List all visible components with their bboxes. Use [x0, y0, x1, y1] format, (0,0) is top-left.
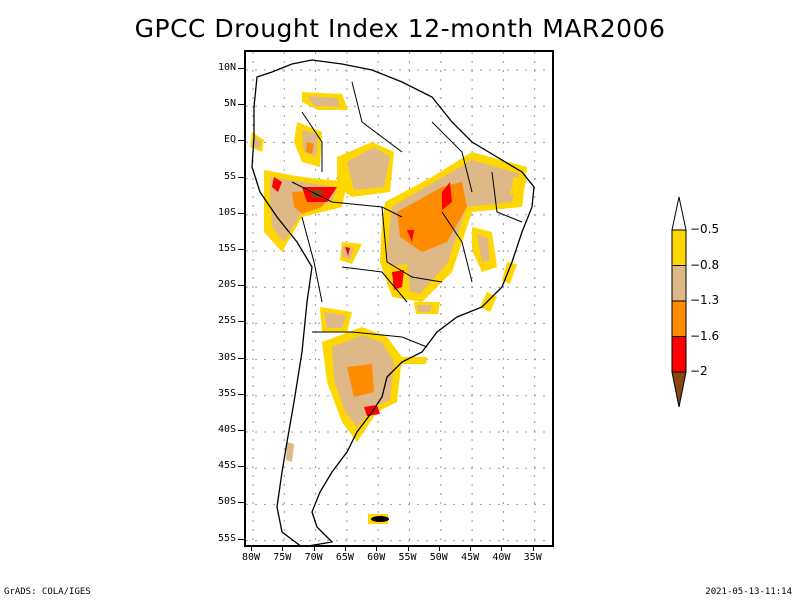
legend-arrow-top: [671, 196, 687, 231]
country-border: [351, 81, 403, 153]
lon-tick: [407, 546, 409, 551]
lon-tick: [376, 546, 378, 551]
drought-anomaly-area: [306, 142, 314, 154]
lat-tick: [238, 393, 244, 395]
lat-tick-label: 10N: [217, 62, 236, 73]
lat-tick-label: EQ: [223, 134, 236, 146]
lat-tick: [238, 285, 244, 287]
lat-tick: [238, 430, 244, 431]
lat-tick-label: 35S: [217, 387, 236, 399]
drought-anomaly-area: [397, 357, 427, 364]
drought-anomaly-area: [364, 405, 380, 416]
drought-anomaly-area: [307, 96, 340, 107]
drought-anomaly-area: [442, 182, 452, 210]
lat-tick: [238, 538, 244, 540]
lat-tick: [238, 502, 244, 504]
drought-anomaly-area: [392, 270, 404, 290]
lat-tick-label: 10S: [217, 206, 236, 218]
lon-tick-label: 50W: [429, 552, 448, 563]
lon-tick: [438, 546, 440, 551]
lat-tick-label: 5S: [223, 170, 236, 182]
lat-tick: [238, 68, 244, 69]
lat-tick: [238, 321, 244, 323]
lat-tick: [238, 176, 244, 178]
lat-tick: [238, 212, 244, 214]
footer-credit: GrADS: COLA/IGES: [4, 587, 91, 597]
country-border: [381, 206, 443, 283]
lat-tick: [238, 466, 244, 468]
lat-tick-label: 5N: [223, 98, 236, 110]
lat-tick: [238, 104, 244, 106]
lon-tick-label: 80W: [241, 552, 261, 563]
drought-anomaly-area: [347, 147, 390, 190]
country-border: [312, 331, 428, 348]
lon-tick-label: 65W: [335, 552, 354, 563]
lat-tick-label: 30S: [217, 351, 236, 363]
drought-anomaly-area: [407, 230, 414, 242]
lon-tick-label: 75W: [273, 552, 292, 563]
legend-level-label: −0.5: [690, 222, 720, 236]
lon-tick: [251, 546, 252, 551]
country-border: [491, 171, 523, 223]
lon-tick-label: 70W: [304, 552, 323, 563]
drought-anomaly-area: [272, 177, 282, 192]
drought-anomaly-area: [510, 177, 527, 197]
lon-tick: [532, 546, 534, 551]
legend-swatch: [671, 229, 687, 266]
coastline: [251, 59, 535, 545]
color-legend: −0.5 −0.8 −1.3 −1.6 −2: [670, 195, 750, 410]
drought-anomaly-area: [417, 305, 432, 312]
legend-level-label: −0.8: [690, 257, 720, 272]
country-border: [441, 211, 473, 283]
lon-tick: [501, 546, 503, 551]
lon-tick: [282, 546, 284, 551]
lon-tick: [344, 546, 346, 551]
drought-anomaly-area: [286, 442, 294, 462]
lat-tick: [238, 249, 244, 250]
map-frame: [244, 50, 554, 547]
lat-tick-label: 55S: [217, 532, 236, 544]
lon-tick-label: 55W: [398, 552, 417, 563]
lat-tick-label: 25S: [217, 315, 236, 327]
footer-timestamp: 2021-05-13-11:14: [705, 587, 792, 597]
drought-anomaly-area: [345, 247, 350, 256]
lat-tick-label: 20S: [217, 279, 236, 291]
drought-anomaly-area: [324, 312, 347, 328]
drought-map: [246, 52, 552, 545]
lon-tick-label: 45W: [461, 552, 480, 563]
chart-title: GPCC Drought Index 12-month MAR2006: [134, 14, 666, 43]
lat-tick-label: 15S: [217, 243, 236, 254]
lon-tick: [470, 546, 472, 551]
lon-tick-label: 40W: [492, 552, 511, 563]
drought-anomaly-area: [347, 364, 374, 397]
lat-tick: [238, 357, 244, 359]
legend-swatch: [671, 300, 687, 337]
legend-swatch: [671, 336, 687, 373]
lat-tick-label: 50S: [217, 496, 236, 508]
lon-tick: [313, 546, 315, 551]
lon-tick-label: 60W: [367, 552, 386, 563]
falkland-islands: [371, 516, 389, 522]
country-border: [301, 111, 323, 172]
country-border: [431, 121, 473, 193]
lon-tick-label: 35W: [523, 552, 542, 563]
country-border: [291, 181, 403, 218]
legend-level-label: −2: [690, 364, 708, 378]
country-border: [301, 216, 323, 303]
lat-tick-label: 40S: [217, 424, 236, 435]
lat-tick: [238, 140, 244, 142]
country-border: [341, 266, 408, 303]
legend-level-label: −1.6: [690, 328, 720, 343]
legend-level-label: −1.3: [690, 293, 720, 307]
legend-swatch: [671, 265, 687, 302]
colorbar: [671, 196, 687, 408]
lat-tick-label: 45S: [217, 460, 236, 472]
drought-anomaly-area: [477, 234, 490, 262]
legend-arrow-bottom: [671, 371, 687, 408]
